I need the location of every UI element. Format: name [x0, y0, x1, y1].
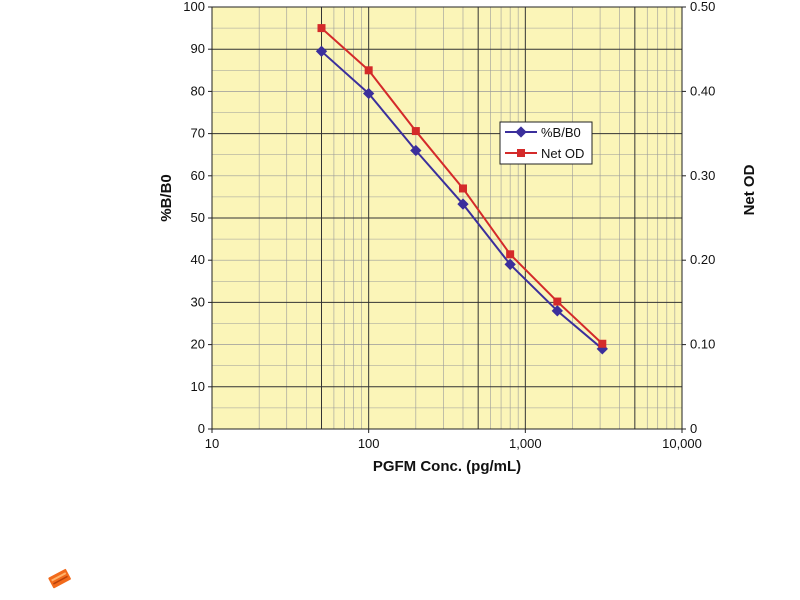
y-tick-label: 40	[191, 252, 205, 267]
series-net-od	[317, 24, 607, 348]
data-point	[317, 24, 326, 33]
x-tick-label: 100	[358, 436, 380, 451]
y-tick-label: 90	[191, 41, 205, 56]
data-point	[506, 250, 515, 259]
data-point	[553, 297, 562, 306]
data-point	[458, 184, 467, 193]
x-axis-title: PGFM Conc. (pg/mL)	[373, 458, 521, 475]
cayman-logo-icon	[48, 568, 71, 589]
x-tick-label: 1,000	[509, 436, 542, 451]
data-point	[598, 339, 607, 348]
legend-marker-netod	[517, 149, 525, 157]
legend-box	[499, 121, 593, 165]
y2-tick-label: 0	[690, 421, 697, 436]
y-tick-label: 0	[198, 421, 205, 436]
y-axis-title: %B/B0	[158, 174, 175, 222]
major-gridlines	[212, 7, 682, 429]
y2-tick-label: 0.50	[690, 0, 715, 14]
legend: %B/B0 Net OD	[499, 121, 593, 165]
y-tick-label: 30	[191, 294, 205, 309]
data-point	[410, 144, 422, 157]
legend-label-netod: Net OD	[541, 146, 584, 161]
series-bb0	[315, 45, 608, 355]
y-tick-label: 60	[191, 168, 205, 183]
x-axis-ticks: 10 100 1,000 10,000	[205, 429, 702, 451]
y2-axis-ticks: 0 0.10 0.20 0.30 0.40 0.50	[682, 0, 715, 436]
x-tick-label: 10,000	[662, 436, 702, 451]
y-axis-ticks: 0 10 20 30 40 50 60 70 80 90 100	[183, 0, 212, 436]
y-tick-label: 80	[191, 83, 205, 98]
data-point	[504, 258, 516, 271]
data-point	[457, 198, 469, 210]
data-point	[315, 45, 328, 57]
data-point	[411, 127, 420, 136]
y-tick-label: 100	[183, 0, 205, 14]
y2-tick-label: 0.20	[690, 252, 715, 267]
data-point	[364, 66, 373, 75]
y2-axis-title: Net OD	[741, 164, 758, 215]
data-point	[551, 305, 563, 317]
series-layer	[315, 24, 608, 355]
y-tick-label: 50	[191, 210, 205, 225]
legend-label-bb0: %B/B0	[541, 125, 581, 140]
y2-tick-label: 0.10	[690, 337, 715, 352]
y2-tick-label: 0.40	[690, 83, 715, 98]
x-tick-label: 10	[205, 436, 219, 451]
y-tick-label: 20	[191, 337, 205, 352]
y2-tick-label: 0.30	[690, 168, 715, 183]
y-tick-label: 10	[191, 379, 205, 394]
y-tick-label: 70	[191, 126, 205, 141]
